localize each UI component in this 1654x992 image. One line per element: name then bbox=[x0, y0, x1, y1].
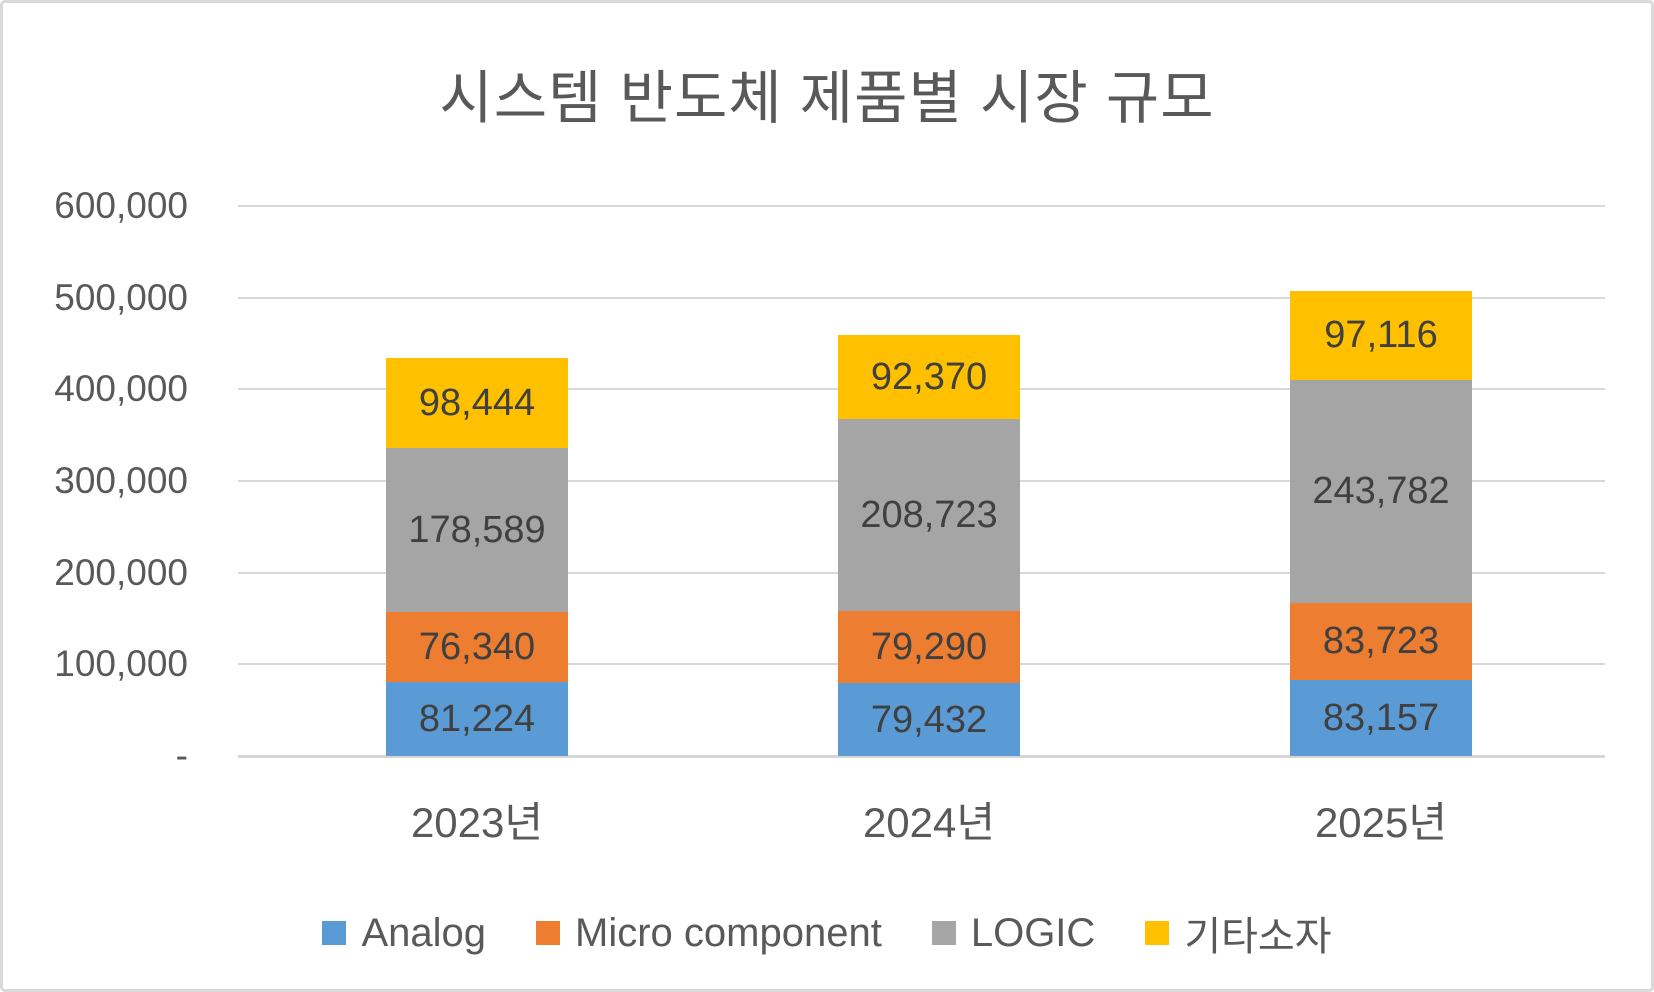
y-axis-tick-label: 400,000 bbox=[54, 368, 188, 410]
bar-segment-2024년-micro-component bbox=[838, 610, 1020, 684]
bar-value-label: 83,723 bbox=[1322, 620, 1440, 663]
bar-value-label: 208,723 bbox=[860, 493, 998, 536]
chart-title: 시스템 반도체 제품별 시장 규모 bbox=[439, 66, 1215, 131]
legend: Analog Micro component LOGIC 기타소자 bbox=[3, 904, 1651, 962]
bar-value-label: 243,782 bbox=[1312, 470, 1450, 513]
legend-item-micro-component: Micro component bbox=[536, 911, 882, 956]
y-axis-tick-label: 300,000 bbox=[54, 460, 188, 501]
y-axis-tick-label: 200,000 bbox=[54, 551, 188, 593]
legend-label: 기타소자 bbox=[1184, 915, 1332, 959]
bar-value-label: 79,432 bbox=[870, 698, 988, 741]
legend-swatch-icon bbox=[536, 921, 561, 945]
gridline bbox=[238, 205, 1605, 207]
bar-segment-2023년-기타소자 bbox=[386, 357, 568, 448]
bar-value-label: 76,340 bbox=[418, 625, 536, 668]
bar-segment-2024년-analog bbox=[838, 683, 1020, 756]
legend-swatch-icon bbox=[322, 921, 347, 945]
legend-label: LOGIC bbox=[970, 910, 1096, 955]
bar-value-label: 81,224 bbox=[418, 697, 536, 740]
bar-value-label: 83,157 bbox=[1322, 696, 1440, 739]
legend-item-analog: Analog bbox=[322, 911, 486, 956]
bar-segment-2025년-micro-component bbox=[1290, 603, 1472, 680]
bar-segment-2025년-logic bbox=[1290, 379, 1472, 603]
y-axis-tick-label: 600,000 bbox=[54, 185, 188, 226]
legend-label: Analog bbox=[361, 910, 487, 955]
bar-segment-2024년-기타소자 bbox=[838, 334, 1020, 420]
x-axis-label: 2023년 bbox=[410, 799, 544, 846]
legend-swatch-icon bbox=[1145, 921, 1170, 945]
bar-value-label: 79,290 bbox=[870, 625, 988, 668]
legend-label: Micro component bbox=[575, 910, 882, 955]
y-axis-tick-label: 100,000 bbox=[54, 643, 188, 685]
legend-swatch-icon bbox=[931, 921, 956, 945]
x-axis-label: 2025년 bbox=[1314, 799, 1448, 846]
bar-segment-2023년-logic bbox=[386, 447, 568, 612]
gridline bbox=[238, 296, 1605, 299]
bar-value-label: 97,116 bbox=[1324, 314, 1438, 357]
bar-segment-2025년-analog bbox=[1290, 679, 1472, 756]
bar-segment-2025년-기타소자 bbox=[1290, 290, 1472, 380]
x-axis-label: 2024년 bbox=[862, 799, 996, 846]
bar-value-label: 92,370 bbox=[870, 355, 988, 398]
y-axis-tick-label: - bbox=[175, 735, 188, 776]
legend-item-logic: LOGIC bbox=[931, 910, 1096, 956]
bar-value-label: 178,589 bbox=[408, 508, 546, 551]
bar-segment-2024년-logic bbox=[838, 419, 1020, 611]
bar-value-label: 98,444 bbox=[418, 381, 536, 424]
y-axis-tick-label: 500,000 bbox=[54, 276, 188, 318]
bar-segment-2023년-analog bbox=[386, 681, 568, 756]
legend-item-기타소자: 기타소자 bbox=[1145, 904, 1332, 962]
bar-segment-2023년-micro-component bbox=[386, 611, 568, 682]
x-axis-baseline bbox=[238, 755, 1605, 758]
